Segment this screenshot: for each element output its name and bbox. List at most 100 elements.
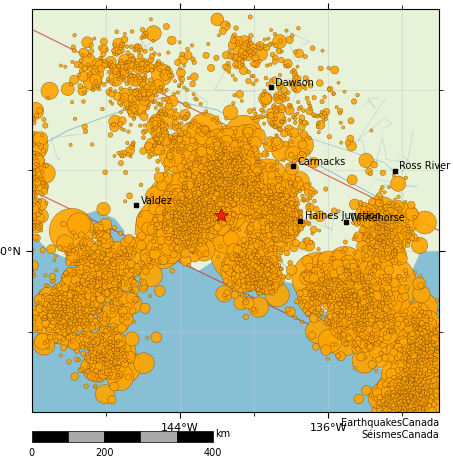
Point — [248, 193, 255, 201]
Point — [320, 286, 328, 293]
Point — [327, 86, 334, 93]
Point — [221, 184, 228, 191]
Point — [139, 81, 146, 88]
Point — [234, 205, 241, 213]
Point — [193, 202, 201, 209]
Point — [231, 291, 239, 298]
Point — [269, 51, 276, 58]
Point — [417, 355, 424, 362]
Point — [374, 251, 381, 258]
Point — [71, 32, 78, 39]
Point — [97, 286, 104, 294]
Point — [316, 79, 323, 87]
Point — [234, 246, 241, 254]
Point — [243, 228, 250, 235]
Point — [145, 104, 152, 111]
Point — [382, 206, 390, 213]
Point — [206, 211, 213, 218]
Point — [407, 376, 414, 383]
Point — [183, 240, 190, 247]
Point — [290, 66, 297, 73]
Point — [292, 227, 299, 234]
Point — [381, 311, 389, 318]
Point — [113, 28, 120, 35]
Point — [390, 403, 398, 411]
Point — [33, 209, 40, 216]
Point — [119, 262, 126, 270]
Point — [30, 142, 37, 150]
Point — [244, 192, 251, 199]
Point — [359, 276, 366, 283]
Point — [79, 277, 86, 284]
Point — [169, 192, 177, 200]
Point — [124, 246, 131, 253]
Point — [425, 324, 433, 332]
Point — [162, 210, 169, 217]
Point — [205, 169, 212, 176]
Point — [235, 193, 242, 200]
Point — [224, 174, 231, 181]
Point — [177, 229, 184, 236]
Point — [192, 95, 199, 102]
Point — [127, 153, 135, 160]
Point — [92, 331, 99, 338]
Point — [347, 330, 354, 337]
Point — [195, 196, 202, 203]
Point — [207, 170, 215, 178]
Point — [410, 385, 418, 393]
Point — [193, 219, 201, 227]
Point — [261, 203, 269, 210]
Point — [280, 212, 288, 219]
Point — [402, 398, 409, 406]
Point — [386, 184, 393, 191]
Point — [322, 294, 329, 301]
Point — [111, 296, 118, 303]
Point — [400, 347, 407, 354]
Point — [207, 147, 214, 154]
Point — [215, 185, 222, 192]
Point — [219, 206, 226, 213]
Point — [157, 252, 164, 260]
Point — [69, 301, 76, 308]
Point — [187, 204, 194, 211]
Point — [413, 403, 420, 411]
Point — [188, 154, 196, 162]
Point — [337, 303, 344, 311]
Point — [414, 388, 421, 395]
Point — [85, 72, 92, 80]
Point — [103, 46, 111, 54]
Point — [221, 162, 228, 169]
Point — [337, 295, 344, 303]
Point — [95, 224, 102, 231]
Point — [300, 218, 307, 226]
Point — [230, 192, 237, 200]
Point — [419, 387, 426, 395]
Point — [408, 334, 415, 342]
Point — [133, 263, 140, 270]
Point — [289, 113, 297, 120]
Point — [241, 251, 248, 259]
Point — [377, 187, 385, 194]
Point — [407, 407, 414, 414]
Point — [364, 334, 371, 341]
Point — [395, 338, 402, 345]
Point — [410, 352, 417, 359]
Point — [304, 257, 311, 265]
Point — [179, 216, 187, 223]
Point — [395, 193, 402, 200]
Point — [241, 131, 249, 138]
Point — [30, 149, 38, 157]
Point — [425, 310, 433, 317]
Point — [101, 341, 108, 348]
Point — [76, 71, 83, 79]
Point — [259, 185, 266, 192]
Point — [53, 296, 61, 304]
Point — [193, 215, 200, 223]
Point — [282, 62, 289, 70]
Point — [228, 171, 235, 179]
Point — [191, 118, 198, 125]
Point — [32, 174, 39, 181]
Point — [153, 333, 160, 341]
Point — [94, 232, 101, 239]
Point — [56, 244, 63, 251]
